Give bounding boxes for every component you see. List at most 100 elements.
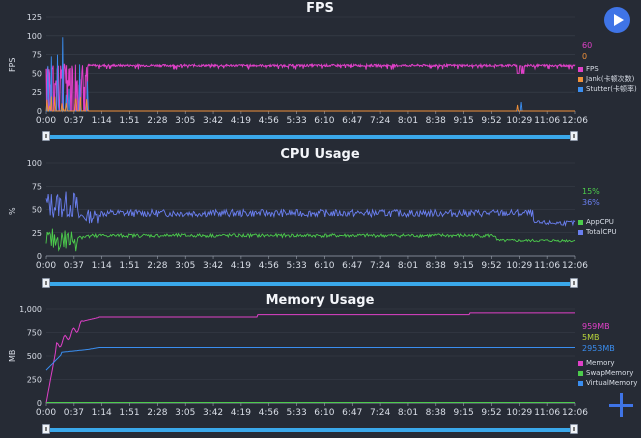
- memory-range-slider[interactable]: [42, 424, 578, 434]
- fps-y-tick: 125: [27, 13, 42, 22]
- memory-series: [45, 312, 575, 404]
- fps-x-tick: 8:01: [398, 116, 418, 126]
- memory-x-tick: 4:56: [259, 408, 279, 418]
- cpu-current-total: 36%: [582, 198, 600, 207]
- memory-x-tick: 6:10: [314, 408, 334, 418]
- fps-chart: 0 25 50 75 100 125 0:00 0:37 1:14 1:51 2:28 3:05 3:4…: [27, 13, 589, 126]
- cpu-x-tick: 7:24: [370, 261, 390, 271]
- legend-item[interactable]: AppCPU: [578, 217, 617, 227]
- legend-item[interactable]: TotalCPU: [578, 227, 617, 237]
- memory-title: Memory Usage: [265, 293, 375, 308]
- cpu-x-tick: 0:37: [64, 261, 84, 271]
- memory-x-tick: 9:15: [454, 408, 474, 418]
- fps-x-tick: 3:05: [175, 116, 195, 126]
- fps-x-tick: 5:33: [286, 116, 306, 126]
- fps-y-tick: 25: [32, 88, 42, 97]
- memory-y-tick: 750: [27, 329, 42, 338]
- legend-item[interactable]: Memory: [578, 358, 637, 368]
- add-button[interactable]: [608, 392, 634, 418]
- cpu-y-tick: 75: [32, 182, 42, 191]
- fps-x-tick: 1:51: [119, 116, 139, 126]
- fps-x-tick: 10:29: [506, 116, 532, 126]
- cpu-x-tick: 12:06: [562, 261, 588, 271]
- cpu-y-tick: 100: [27, 159, 42, 168]
- memory-x-tick: 9:52: [481, 408, 501, 418]
- cpu-x-tick: 2:28: [147, 261, 167, 271]
- fps-x-tick: 2:28: [147, 116, 167, 126]
- cpu-current-app: 15%: [582, 187, 600, 196]
- memory-x-tick: 3:05: [175, 408, 195, 418]
- legend-item[interactable]: Stutter(卡顿率): [578, 84, 637, 94]
- legend-item[interactable]: VirtualMemory: [578, 378, 637, 388]
- fps-x-tick: 3:42: [203, 116, 223, 126]
- cpu-legend: AppCPU TotalCPU: [578, 217, 617, 237]
- cpu-slider-start-handle[interactable]: [42, 278, 50, 288]
- fps-slider-end-handle[interactable]: [570, 131, 578, 141]
- fps-x-tick: 8:38: [426, 116, 446, 126]
- fps-x-tick: 12:06: [562, 116, 588, 126]
- memory-x-tick: 10:29: [506, 408, 532, 418]
- memory-current-virtual: 2953MB: [582, 344, 615, 353]
- fps-x-tick: 9:52: [481, 116, 501, 126]
- cpu-y-tick: 0: [37, 252, 42, 261]
- fps-x-tick: 11:06: [534, 116, 560, 126]
- cpu-x-tick: 8:38: [426, 261, 446, 271]
- legend-item[interactable]: Jank(卡顿次数): [578, 74, 637, 84]
- jank-series: [45, 96, 575, 113]
- memory-x-tick: 7:24: [370, 408, 390, 418]
- fps-y-tick: 0: [37, 107, 42, 116]
- fps-x-tick: 0:37: [64, 116, 84, 126]
- memory-y-tick: 250: [27, 376, 42, 385]
- memory-x-tick: 4:19: [231, 408, 251, 418]
- memory-current-memory: 959MB: [582, 322, 610, 331]
- cpu-title: CPU Usage: [280, 147, 360, 162]
- cpu-x-tick: 4:19: [231, 261, 251, 271]
- memory-y-tick: 1,000: [19, 305, 42, 314]
- memory-current-swap: 5MB: [582, 333, 600, 342]
- memory-x-tick: 12:06: [562, 408, 588, 418]
- memory-x-tick: 0:00: [36, 408, 56, 418]
- cpu-y-tick: 50: [32, 206, 42, 215]
- cpu-x-tick: 8:01: [398, 261, 418, 271]
- memory-x-tick: 8:38: [426, 408, 446, 418]
- memory-x-tick: 1:14: [92, 408, 112, 418]
- memory-x-tick: 1:51: [119, 408, 139, 418]
- fps-y-tick: 75: [32, 51, 42, 60]
- fps-x-tick: 9:15: [454, 116, 474, 126]
- cpu-x-tick: 3:05: [175, 261, 195, 271]
- stutter-series: [46, 37, 575, 112]
- cpu-x-tick: 9:15: [454, 261, 474, 271]
- cpu-x-tick: 9:52: [481, 261, 501, 271]
- cpu-range-slider[interactable]: [42, 278, 578, 288]
- fps-current-jank: 0: [582, 52, 588, 61]
- fps-x-tick: 7:24: [370, 116, 390, 126]
- fps-slider-start-handle[interactable]: [42, 131, 50, 141]
- play-button[interactable]: [604, 7, 630, 33]
- fps-x-tick: 6:47: [342, 116, 362, 126]
- cpu-x-tick: 6:10: [314, 261, 334, 271]
- memory-x-tick: 0:37: [64, 408, 84, 418]
- cpu-slider-end-handle[interactable]: [570, 278, 578, 288]
- fps-x-tick: 1:14: [92, 116, 112, 126]
- cpu-x-tick: 11:06: [534, 261, 560, 271]
- cpu-x-tick: 1:14: [92, 261, 112, 271]
- fps-y-tick: 100: [27, 32, 42, 41]
- fps-legend: FPS Jank(卡顿次数) Stutter(卡顿率): [578, 64, 637, 94]
- fps-x-tick: 6:10: [314, 116, 334, 126]
- cpu-x-tick: 5:33: [286, 261, 306, 271]
- memory-slider-start-handle[interactable]: [42, 424, 50, 434]
- cpu-x-tick: 1:51: [119, 261, 139, 271]
- cpu-y-tick: 25: [32, 229, 42, 238]
- fps-x-tick: 4:19: [231, 116, 251, 126]
- cpu-x-tick: 4:56: [259, 261, 279, 271]
- virtualmemory-series: [45, 347, 575, 371]
- fps-range-slider[interactable]: [42, 131, 578, 141]
- memory-x-tick: 3:42: [203, 408, 223, 418]
- memory-slider-end-handle[interactable]: [570, 424, 578, 434]
- legend-item[interactable]: SwapMemory: [578, 368, 637, 378]
- cpu-x-tick: 6:47: [342, 261, 362, 271]
- cpu-x-tick: 10:29: [506, 261, 532, 271]
- fps-y-tick: 50: [32, 69, 42, 78]
- cpu-x-tick: 3:42: [203, 261, 223, 271]
- legend-item[interactable]: FPS: [578, 64, 637, 74]
